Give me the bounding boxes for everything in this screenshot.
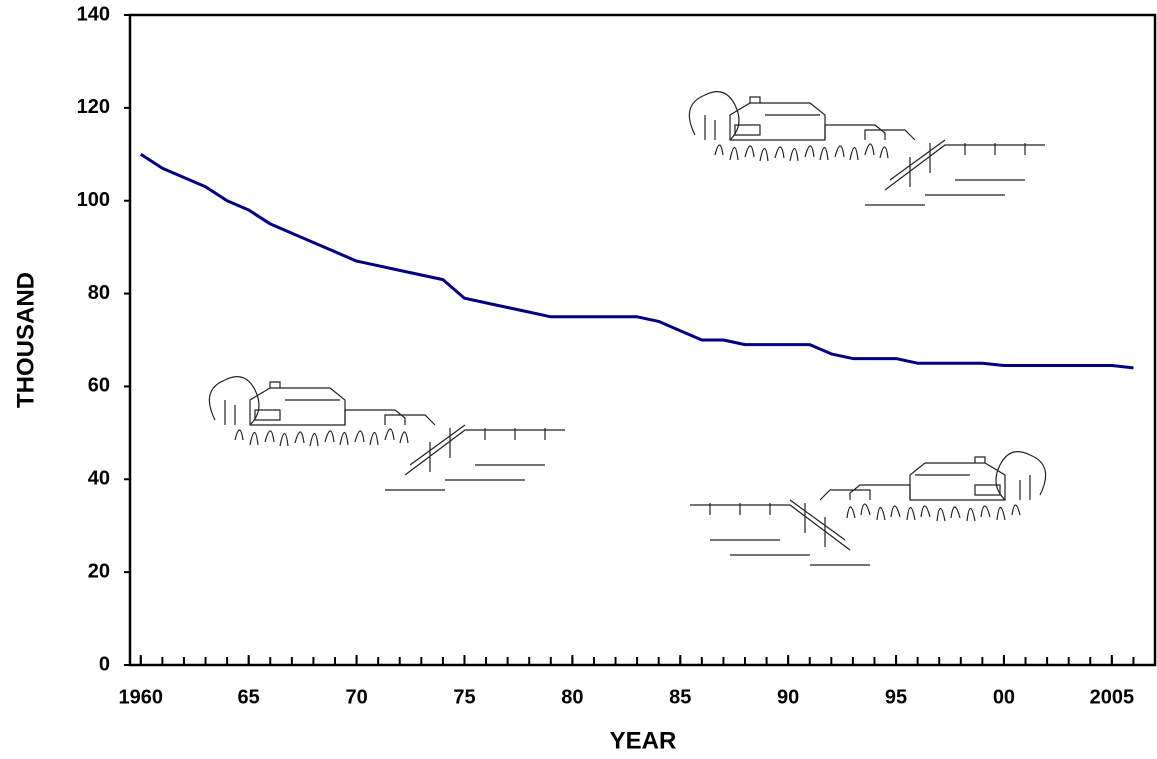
plot-frame <box>128 13 1157 667</box>
y-tick-label: 40 <box>88 468 110 490</box>
y-tick-label: 0 <box>99 653 110 675</box>
x-tick-label: 70 <box>345 686 367 708</box>
x-tick-label: 95 <box>885 686 907 708</box>
y-tick-label: 120 <box>77 96 110 118</box>
x-tick-label: 00 <box>993 686 1015 708</box>
y-tick-label: 80 <box>88 282 110 304</box>
y-tick-label: 20 <box>88 560 110 582</box>
farm-illustration <box>688 91 1046 206</box>
data-line <box>139 153 1134 370</box>
y-tick-label: 100 <box>77 189 110 211</box>
y-axis-label: THOUSAND <box>12 272 39 408</box>
y-tick-label: 60 <box>88 375 110 397</box>
farm-illustration <box>689 451 1047 566</box>
x-tick-label: 85 <box>669 686 691 708</box>
x-tick-label: 80 <box>561 686 583 708</box>
x-tick-label: 90 <box>777 686 799 708</box>
x-tick-label: 75 <box>453 686 475 708</box>
x-tick-label: 65 <box>238 686 260 708</box>
x-tick-label: 2005 <box>1090 686 1135 708</box>
x-axis-label: YEAR <box>610 727 677 754</box>
farm-illustration <box>208 376 566 491</box>
x-tick-label: 1960 <box>119 686 164 708</box>
y-tick-label: 140 <box>77 3 110 25</box>
